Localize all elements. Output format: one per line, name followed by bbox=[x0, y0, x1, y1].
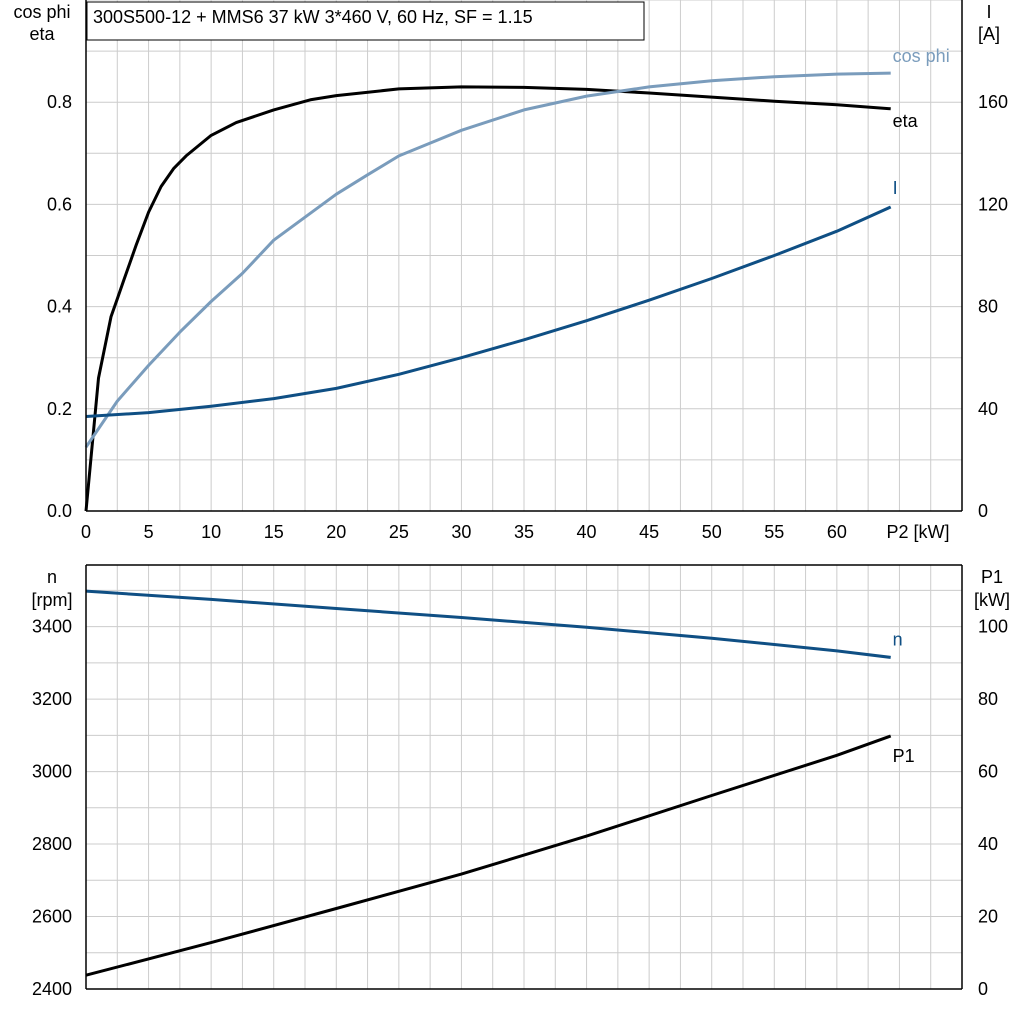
series-labels: eta cos phi In P1 bbox=[893, 46, 950, 766]
x-tick-label: 55 bbox=[764, 522, 784, 542]
x-axis-label: P2 [kW] bbox=[886, 522, 949, 542]
bottom-chart-grid bbox=[86, 565, 962, 989]
top-right-axis-label-line1: I bbox=[986, 2, 991, 22]
top-left-tick-label: 0.4 bbox=[47, 297, 72, 317]
top-left-tick-label: 0.0 bbox=[47, 501, 72, 521]
bottom-right-tick-label: 80 bbox=[978, 689, 998, 709]
series-line-p1 bbox=[85, 734, 892, 977]
bottom-left-tick-label: 2600 bbox=[32, 907, 72, 927]
x-tick-label: 35 bbox=[514, 522, 534, 542]
bottom-left-tick-label: 3000 bbox=[32, 762, 72, 782]
x-tick-label: 0 bbox=[81, 522, 91, 542]
top-chart-axes bbox=[85, 0, 963, 512]
bottom-left-tick-label: 2800 bbox=[32, 834, 72, 854]
series-label-cos-phi: cos phi bbox=[893, 46, 950, 66]
bottom-chart-series bbox=[85, 589, 892, 977]
top-left-tick-label: 0.6 bbox=[47, 194, 72, 214]
tick-labels: 0 5 10 15 20 25 30 35 40 45 50 55 60 0.0 0.2 0.4 0.6 0.8 0… bbox=[32, 92, 1008, 999]
top-left-tick-label: 0.2 bbox=[47, 399, 72, 419]
top-right-tick-label: 160 bbox=[978, 92, 1008, 112]
series-line-n bbox=[85, 589, 891, 659]
series-line-cos-phi bbox=[84, 71, 891, 448]
top-right-tick-label: 40 bbox=[978, 399, 998, 419]
x-tick-label: 60 bbox=[827, 522, 847, 542]
series-label-eta: eta bbox=[893, 111, 919, 131]
bottom-right-tick-label: 20 bbox=[978, 907, 998, 927]
series-label-p1: P1 bbox=[893, 746, 915, 766]
top-left-axis-label-line1: cos phi bbox=[13, 2, 70, 22]
bottom-right-axis-label-line2: [kW] bbox=[974, 590, 1010, 610]
x-tick-label: 45 bbox=[639, 522, 659, 542]
bottom-left-tick-label: 2400 bbox=[32, 979, 72, 999]
top-right-tick-label: 80 bbox=[978, 297, 998, 317]
x-tick-label: 10 bbox=[201, 522, 221, 542]
bottom-left-axis-label-line1: n bbox=[47, 567, 57, 587]
bottom-right-axis-label-line1: P1 bbox=[981, 567, 1003, 587]
bottom-left-axis-label-line2: [rpm] bbox=[31, 590, 72, 610]
bottom-right-tick-label: 0 bbox=[978, 979, 988, 999]
x-tick-label: 50 bbox=[702, 522, 722, 542]
top-right-tick-label: 120 bbox=[978, 194, 1008, 214]
chart-title: 300S500-12 + MMS6 37 kW 3*460 V, 60 Hz, … bbox=[93, 7, 533, 27]
title-box bbox=[86, 1, 645, 41]
bottom-right-tick-label: 60 bbox=[978, 762, 998, 782]
series-line-i bbox=[85, 205, 892, 418]
bottom-right-tick-label: 100 bbox=[978, 617, 1008, 637]
series-label-i: I bbox=[893, 178, 898, 198]
series-label-n: n bbox=[893, 629, 903, 649]
top-chart-grid bbox=[86, 0, 962, 511]
bottom-left-tick-label: 3400 bbox=[32, 617, 72, 637]
x-tick-label: 25 bbox=[389, 522, 409, 542]
top-right-tick-label: 0 bbox=[978, 501, 988, 521]
top-left-axis-label-line2: eta bbox=[29, 24, 55, 44]
top-right-axis-label-line2: [A] bbox=[978, 24, 1000, 44]
bottom-chart-axes bbox=[85, 564, 963, 990]
x-tick-label: 40 bbox=[577, 522, 597, 542]
series-line-eta bbox=[84, 85, 891, 512]
bottom-right-tick-label: 40 bbox=[978, 834, 998, 854]
top-left-tick-label: 0.8 bbox=[47, 92, 72, 112]
x-tick-label: 30 bbox=[451, 522, 471, 542]
x-tick-label: 20 bbox=[326, 522, 346, 542]
x-tick-label: 5 bbox=[144, 522, 154, 542]
bottom-left-tick-label: 3200 bbox=[32, 689, 72, 709]
top-chart-series bbox=[84, 71, 892, 512]
x-tick-label: 15 bbox=[264, 522, 284, 542]
